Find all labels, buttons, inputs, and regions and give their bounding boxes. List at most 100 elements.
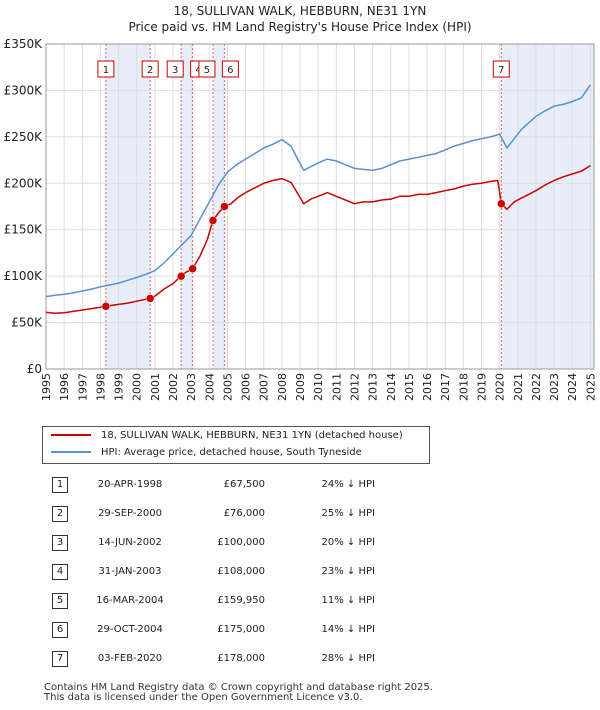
sale-price: £108,000	[217, 566, 265, 577]
x-tick-label: 2015	[403, 373, 416, 401]
sale-price: £100,000	[217, 537, 265, 548]
x-tick-label: 2014	[385, 373, 398, 401]
ownership-shade	[212, 44, 225, 369]
footer-attribution: Contains HM Land Registry data © Crown c…	[44, 683, 433, 703]
x-tick-label: 2017	[439, 373, 452, 401]
sale-badge: 2	[141, 60, 159, 78]
sale-badge-box	[166, 60, 184, 78]
footer-line-licence: This data is licensed under the Open Gov…	[44, 692, 363, 703]
sale-date: 29-OCT-2004	[97, 624, 163, 635]
sale-badge-box	[198, 60, 216, 78]
sale-point	[497, 199, 506, 208]
x-tick-label: 2010	[312, 373, 325, 401]
y-tick-label: £250K	[4, 130, 44, 144]
legend-item-hpi: HPI: Average price, detached house, Sout…	[51, 445, 362, 461]
price-chart: £0 £50K £100K £150K £200K £250K £300K £350K 1995…	[4, 37, 598, 401]
plot-frame	[45, 43, 595, 370]
legend-swatch-hpi	[51, 451, 91, 453]
y-tick-label: £150K	[4, 223, 44, 237]
sale-badge: 7	[492, 60, 510, 78]
x-tick-label: 2000	[131, 373, 144, 401]
x-tick-label: 1997	[76, 373, 89, 401]
y-tick-label: £300K	[4, 83, 44, 97]
sale-number-badge: 3	[52, 534, 68, 551]
legend-label-hpi: HPI: Average price, detached house, Sout…	[101, 447, 362, 458]
sale-date: 29-SEP-2000	[98, 508, 162, 519]
chart-title: 18, SULLIVAN WALK, HEBBURN, NE31 1YN	[173, 4, 427, 18]
sale-badge-label: 2	[147, 65, 153, 76]
x-tick-label: 1998	[94, 373, 107, 401]
x-tick-label: 1995	[40, 373, 53, 401]
footer-line-copyright: Contains HM Land Registry data © Crown c…	[44, 682, 433, 693]
sale-badge-box	[221, 60, 239, 78]
sale-point	[176, 271, 186, 281]
sale-date: 14-JUN-2002	[98, 537, 162, 548]
sale-badge-label: 7	[498, 65, 504, 76]
y-tick-label: £200K	[4, 176, 44, 190]
sale-hpi-diff: 20% ↓ HPI	[321, 537, 375, 548]
y-tick-label: £0	[27, 362, 42, 376]
sale-price: £159,950	[217, 595, 265, 606]
sale-badge-label: 3	[172, 65, 178, 76]
x-tick-label: 2009	[294, 373, 307, 401]
sale-number-badge: 4	[52, 563, 68, 580]
sale-badge-label: 5	[204, 65, 210, 76]
sale-price: £67,500	[223, 479, 265, 490]
sale-date: 31-JAN-2003	[98, 566, 162, 577]
sale-number-badge: 5	[52, 592, 68, 609]
sale-hpi-diff: 25% ↓ HPI	[321, 508, 375, 519]
x-tick-label: 2002	[167, 373, 180, 401]
sale-price: £175,000	[217, 624, 265, 635]
table-row: 3 14-JUN-2002 £100,000 20% ↓ HPI	[40, 528, 375, 557]
sale-badge-label: 6	[227, 65, 233, 76]
x-tick-label: 2025	[584, 373, 597, 401]
x-tick-label: 2008	[276, 373, 289, 401]
x-tick-label: 2023	[548, 373, 561, 401]
x-tick-label: 2018	[457, 373, 470, 401]
sale-badge: 5	[198, 60, 216, 78]
sale-date: 03-FEB-2020	[97, 653, 163, 664]
x-tick-label: 2011	[330, 373, 343, 401]
x-tick-label: 2020	[494, 373, 507, 401]
chart-subtitle: Price paid vs. HM Land Registry's House …	[128, 20, 472, 34]
sale-badge-box	[492, 60, 510, 78]
sale-hpi-diff: 28% ↓ HPI	[321, 653, 375, 664]
table-row: 2 29-SEP-2000 £76,000 25% ↓ HPI	[40, 499, 375, 528]
table-row: 7 03-FEB-2020 £178,000 28% ↓ HPI	[40, 644, 375, 673]
x-tick-label: 2003	[185, 373, 198, 401]
table-row: 1 20-APR-1998 £67,500 24% ↓ HPI	[40, 470, 375, 499]
y-tick-label: £100K	[4, 269, 44, 283]
x-tick-label: 2019	[475, 373, 488, 401]
x-tick-label: 2016	[421, 373, 434, 401]
legend-label-property: 18, SULLIVAN WALK, HEBBURN, NE31 1YN (de…	[101, 430, 403, 441]
sale-point	[145, 294, 155, 303]
sale-hpi-diff: 11% ↓ HPI	[321, 595, 375, 606]
table-row: 5 16-MAR-2004 £159,950 11% ↓ HPI	[40, 586, 375, 615]
sale-date: 20-APR-1998	[97, 479, 163, 490]
sale-price: £178,000	[217, 653, 265, 664]
sale-badge-box	[97, 60, 115, 78]
hpi-line	[45, 84, 592, 298]
table-row: 4 31-JAN-2003 £108,000 23% ↓ HPI	[40, 557, 375, 586]
legend-swatch-property	[51, 434, 91, 436]
sale-badge: 3	[166, 60, 184, 78]
legend-item-property: 18, SULLIVAN WALK, HEBBURN, NE31 1YN (de…	[51, 428, 403, 444]
chart-legend: 18, SULLIVAN WALK, HEBBURN, NE31 1YN (de…	[42, 426, 430, 464]
x-tick-label: 2007	[258, 373, 271, 401]
x-tick-label: 2005	[221, 373, 234, 401]
sale-date: 16-MAR-2004	[96, 595, 164, 606]
x-tick-label: 2001	[149, 373, 162, 401]
y-tick-label: £50K	[11, 316, 43, 330]
sale-number-badge: 2	[52, 505, 68, 522]
sale-hpi-diff: 24% ↓ HPI	[321, 479, 375, 490]
sale-point	[220, 202, 229, 211]
table-row: 6 29-OCT-2004 £175,000 14% ↓ HPI	[40, 615, 375, 644]
x-tick-label: 2012	[348, 373, 361, 401]
sale-badge: 6	[221, 60, 239, 78]
sale-price: £76,000	[223, 508, 265, 519]
sale-number-badge: 6	[52, 621, 68, 638]
sale-badge-label: 1	[103, 65, 109, 76]
x-tick-label: 2013	[367, 373, 380, 401]
x-tick-label: 2004	[203, 373, 216, 401]
ownership-shade	[181, 44, 193, 369]
